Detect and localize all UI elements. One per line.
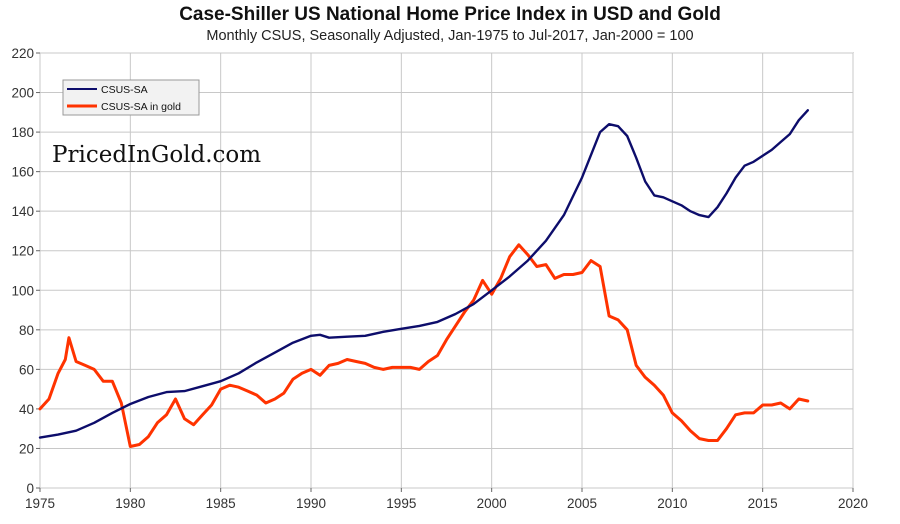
y-tick-label: 80 [19,323,34,338]
y-axis: 0 20 40 60 80 100 120 140 160 180 200 220 [11,46,40,496]
x-axis: 1975 1980 1985 1990 1995 2000 2005 2010 2015 2020 [25,488,868,511]
y-tick-label: 220 [11,46,34,61]
x-tick-label: 2010 [657,496,687,511]
y-tick-label: 120 [11,244,34,259]
x-tick-label: 2000 [477,496,507,511]
legend-box [62,79,200,116]
y-tick-label: 160 [11,165,34,180]
legend: CSUS-SA CSUS-SA in gold [62,79,200,116]
chart-title: Case-Shiller US National Home Price Inde… [179,4,721,25]
y-tick-label: 200 [11,86,34,101]
x-tick-label: 1995 [386,496,416,511]
series-lines [38,109,810,448]
x-tick-label: 2020 [838,496,868,511]
legend-label-csus-sa-in-gold: CSUS-SA in gold [101,101,181,113]
watermark-text: PricedInGold.com [52,142,261,168]
x-tick-label: 1985 [206,496,236,511]
y-tick-label: 100 [11,283,34,298]
legend-label-csus-sa: CSUS-SA [101,84,148,96]
x-tick-label: 2005 [567,496,597,511]
x-tick-label: 1990 [296,496,326,511]
y-tick-label: 140 [11,204,34,219]
grid [39,52,854,489]
y-tick-label: 180 [11,125,34,140]
series-line-csus-sa-in-gold [38,243,810,448]
x-tick-label: 1975 [25,496,55,511]
x-tick-label: 1980 [115,496,145,511]
chart-subtitle: Monthly CSUS, Seasonally Adjusted, Jan-1… [206,28,694,44]
y-tick-label: 40 [19,402,34,417]
x-tick-label: 2015 [748,496,778,511]
y-tick-label: 60 [19,362,34,377]
y-tick-label: 20 [19,441,34,456]
series-line-csus-sa [38,109,809,439]
plot-area [39,52,854,489]
y-tick-label: 0 [26,481,34,496]
